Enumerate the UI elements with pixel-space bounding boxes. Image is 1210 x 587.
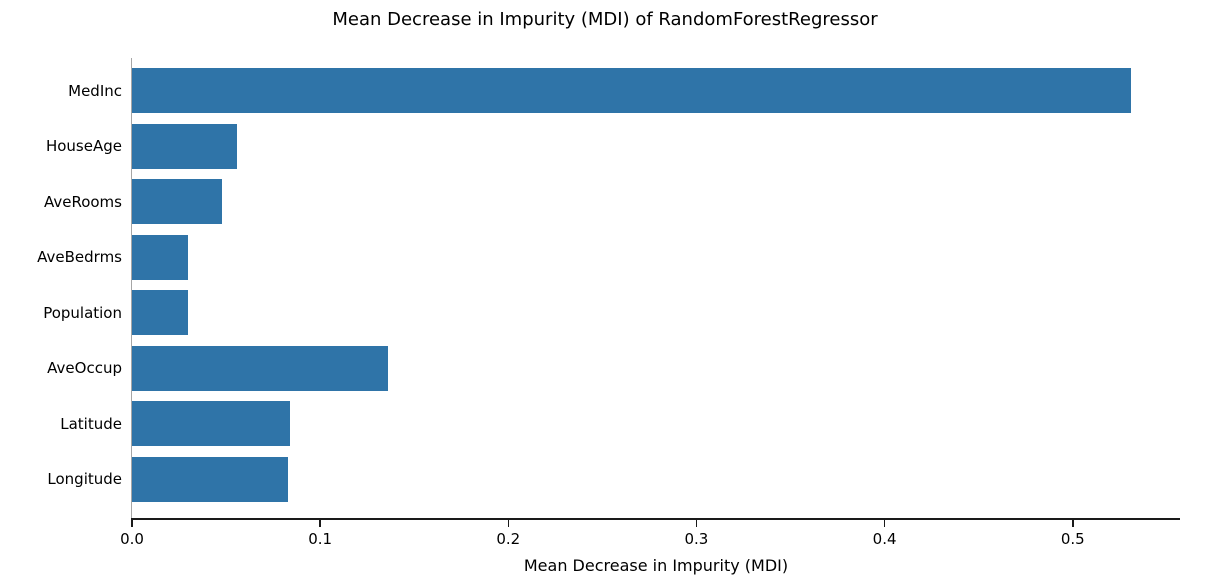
- x-tick-label-0.5: 0.5: [1060, 530, 1085, 548]
- y-tick-label-HouseAge: HouseAge: [45, 137, 122, 155]
- y-tick-label-AveOccup: AveOccup: [47, 359, 122, 377]
- y-axis-spine: [130, 58, 132, 520]
- x-axis-label: Mean Decrease in Impurity (MDI): [523, 556, 789, 575]
- x-tick-label-0.2: 0.2: [496, 530, 521, 548]
- y-tick-label-Longitude: Longitude: [47, 470, 122, 488]
- x-tick-0.0: [131, 520, 133, 527]
- x-tick-label-0.0: 0.0: [120, 530, 144, 548]
- bar-Longitude: [132, 456, 289, 502]
- x-tick-label-0.4: 0.4: [872, 530, 897, 548]
- y-tick-label-Population: Population: [43, 303, 122, 322]
- bar-HouseAge: [132, 123, 238, 169]
- y-tick-label-MedInc: MedInc: [68, 81, 122, 100]
- bar-Latitude: [132, 401, 291, 446]
- y-tick-label-AveBedrms: AveBedrms: [37, 248, 122, 266]
- x-tick-label-0.3: 0.3: [684, 530, 709, 548]
- x-tick-label-0.1: 0.1: [308, 530, 333, 548]
- x-tick-0.5: [1071, 520, 1074, 527]
- x-tick-0.3: [695, 520, 698, 527]
- x-tick-0.2: [507, 520, 510, 527]
- bar-AveBedrms: [132, 234, 189, 280]
- x-tick-0.4: [883, 520, 886, 527]
- y-tick-label-Latitude: Latitude: [60, 414, 122, 433]
- x-axis-spine: [130, 518, 1180, 520]
- bar-AveOccup: [132, 345, 388, 391]
- x-tick-0.1: [319, 520, 321, 527]
- chart-title: Mean Decrease in Impurity (MDI) of Rando…: [332, 9, 878, 30]
- bar-Population: [132, 290, 189, 335]
- y-tick-label-AveRooms: AveRooms: [43, 192, 122, 211]
- bar-MedInc: [132, 68, 1132, 113]
- bar-AveRooms: [132, 179, 223, 224]
